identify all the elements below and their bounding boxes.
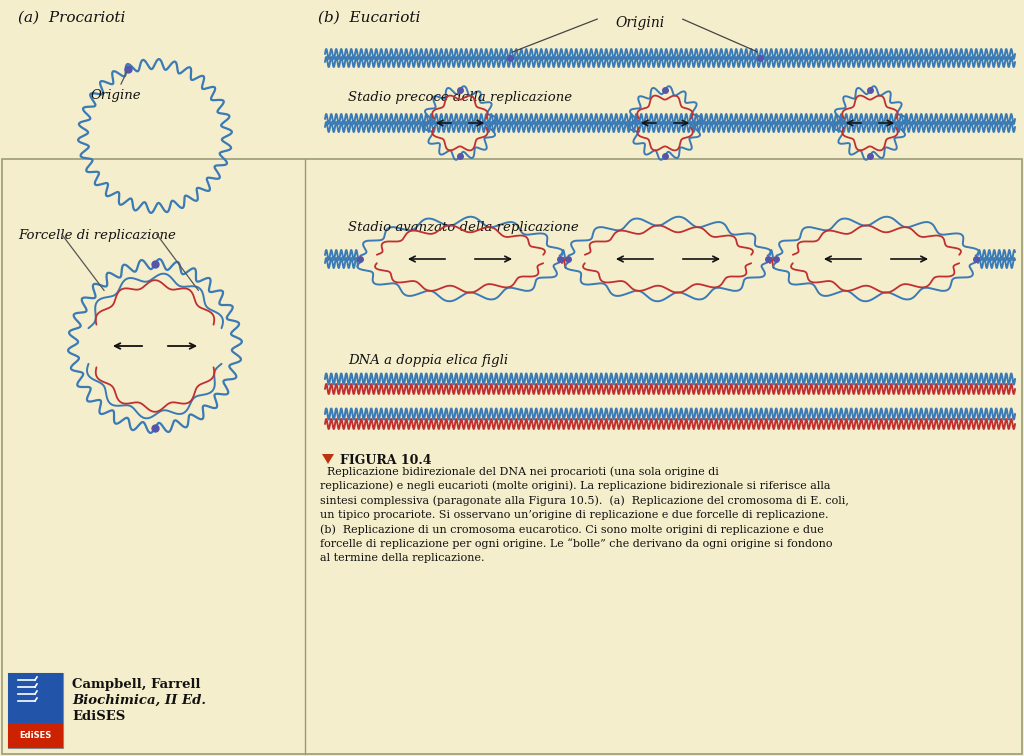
Text: DNA a doppia elica figli: DNA a doppia elica figli: [348, 354, 508, 367]
FancyBboxPatch shape: [8, 673, 63, 748]
Text: FIGURA 10.4: FIGURA 10.4: [340, 454, 431, 467]
Text: (b)  Replicazione di un cromosoma eucarotico. Ci sono molte origini di replicazi: (b) Replicazione di un cromosoma eucarot…: [319, 524, 823, 534]
Text: Stadio avanzato della replicazione: Stadio avanzato della replicazione: [348, 221, 579, 234]
Text: EdiSES: EdiSES: [72, 710, 125, 723]
Text: EdiSES: EdiSES: [18, 732, 51, 740]
Text: Origini: Origini: [615, 16, 665, 30]
FancyBboxPatch shape: [8, 673, 63, 723]
FancyBboxPatch shape: [2, 159, 1022, 754]
Text: un tipico procariote. Si osservano un’origine di replicazione e due forcelle di : un tipico procariote. Si osservano un’or…: [319, 510, 828, 519]
FancyBboxPatch shape: [8, 723, 63, 748]
Text: (b)  Eucarioti: (b) Eucarioti: [318, 11, 421, 25]
Text: forcelle di replicazione per ogni origine. Le “bolle” che derivano da ogni origi: forcelle di replicazione per ogni origin…: [319, 538, 833, 550]
Text: Campbell, Farrell: Campbell, Farrell: [72, 678, 201, 691]
Text: sintesi complessiva (paragonate alla Figura 10.5).  (a)  Replicazione del cromos: sintesi complessiva (paragonate alla Fig…: [319, 495, 849, 506]
Text: Biochimica, II Ed.: Biochimica, II Ed.: [72, 694, 206, 707]
Text: Stadio precoce della replicazione: Stadio precoce della replicazione: [348, 91, 572, 104]
Text: Origine: Origine: [90, 72, 140, 103]
Text: al termine della replicazione.: al termine della replicazione.: [319, 553, 484, 563]
Text: replicazione) e negli eucarioti (molte origini). La replicazione bidirezionale s: replicazione) e negli eucarioti (molte o…: [319, 481, 830, 491]
Text: Forcelle di replicazione: Forcelle di replicazione: [18, 229, 176, 242]
Text: (a)  Procarioti: (a) Procarioti: [18, 11, 125, 25]
Text: Replicazione bidirezionale del DNA nei procarioti (una sola origine di: Replicazione bidirezionale del DNA nei p…: [319, 466, 719, 476]
Polygon shape: [322, 454, 334, 464]
